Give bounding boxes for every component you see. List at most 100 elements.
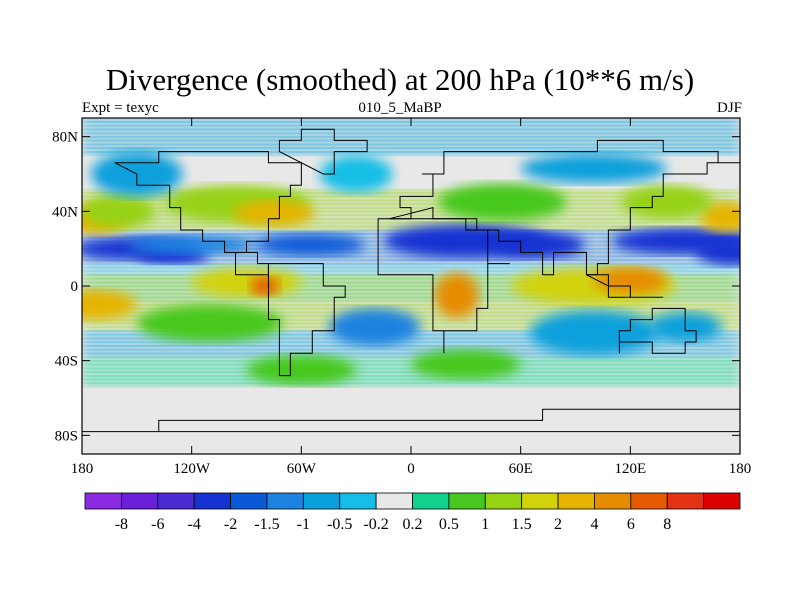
field-band — [82, 188, 740, 194]
field-anomaly — [699, 202, 740, 232]
field-band — [82, 155, 740, 160]
field-band — [82, 166, 740, 171]
colorbar-swatch — [157, 492, 195, 510]
x-tick-label: 180 — [71, 461, 94, 477]
colorbar-label: 8 — [663, 516, 671, 533]
field-anomaly — [319, 155, 393, 193]
field-anomaly — [82, 289, 137, 320]
field-blobs — [82, 151, 740, 453]
x-tick-label: 180 — [729, 461, 752, 477]
y-tick-label: 0 — [71, 279, 79, 295]
field-band — [82, 353, 740, 358]
field-anomaly — [493, 231, 585, 258]
colorbar-swatch — [594, 492, 632, 510]
field-anomaly — [255, 233, 366, 257]
field-anomaly — [520, 153, 667, 184]
y-tick-label: 40N — [52, 204, 78, 220]
colorbar-label: -1.5 — [254, 516, 279, 533]
colorbar-label: -0.2 — [363, 516, 388, 533]
field-band — [82, 267, 740, 272]
field-band — [82, 390, 740, 395]
colorbar-swatch — [557, 492, 595, 510]
center-label: 010_5_MaBP — [358, 100, 442, 116]
colorbar-swatch — [703, 492, 741, 510]
colorbar-swatch — [375, 492, 413, 510]
field-anomaly — [246, 355, 357, 385]
field-band — [82, 364, 740, 369]
right-label: DJF — [716, 100, 742, 116]
field-band — [82, 174, 740, 179]
field-band — [82, 252, 740, 257]
x-tick-label: 120E — [614, 461, 646, 477]
colorbar-label: 1.5 — [512, 516, 532, 533]
field-anomaly — [136, 304, 284, 343]
field-anomaly — [696, 239, 740, 266]
colorbar-label: 0.2 — [403, 516, 423, 533]
field-band — [82, 405, 740, 410]
field-band — [82, 226, 740, 231]
field-band — [82, 259, 740, 265]
field-band — [82, 271, 740, 276]
coastline — [618, 307, 697, 354]
colorbar-swatch — [266, 492, 304, 510]
y-tick-label: 40S — [55, 354, 78, 370]
field-band — [82, 342, 740, 347]
x-tick-label: 60E — [509, 461, 533, 477]
field-band — [82, 170, 740, 175]
field-band — [82, 181, 740, 186]
field-band — [82, 345, 740, 350]
colorbar-label: 6 — [627, 516, 635, 533]
field-band — [82, 159, 740, 164]
colorbar-label: -2 — [224, 516, 237, 533]
field-band — [82, 360, 740, 365]
field-band — [82, 297, 740, 302]
field-band — [82, 420, 740, 425]
coastline — [114, 151, 302, 276]
field-band — [82, 375, 740, 380]
field-band — [82, 312, 740, 317]
colorbar-swatch — [339, 492, 377, 510]
field-band — [82, 256, 740, 261]
coastline — [586, 274, 664, 298]
colorbar: -8 -6 -4 -2 -1.5 -1 -0.5 -0.2 0.2 0.5 1 1.5 2 4 6 8 — [84, 492, 741, 533]
x-ticks: 180 120W 60W 0 60E 120E 180 — [71, 118, 752, 477]
colorbar-label: -8 — [115, 516, 128, 533]
coastline — [278, 128, 368, 175]
field-anomaly — [328, 308, 421, 346]
field-anomaly — [621, 185, 713, 219]
field-band — [82, 136, 740, 141]
field-band — [82, 125, 740, 130]
field-band — [82, 144, 740, 149]
field-band — [82, 293, 740, 298]
x-tick-label: 60W — [287, 461, 317, 477]
field-band — [82, 185, 740, 190]
colorbar-swatch — [448, 492, 486, 510]
field-band — [82, 263, 740, 268]
field-band — [82, 192, 740, 197]
colorbar-swatch — [84, 492, 122, 510]
field-anomaly — [438, 183, 567, 221]
field-anomaly — [191, 267, 302, 298]
field-band — [82, 196, 740, 201]
colorbar-swatch — [484, 492, 523, 510]
colorbar-label: -0.5 — [327, 516, 352, 533]
field-band — [82, 386, 740, 392]
field-band — [82, 304, 740, 309]
field-band — [82, 379, 740, 384]
field-band — [82, 147, 740, 153]
colorbar-swatch — [630, 492, 668, 510]
field-band — [82, 300, 740, 306]
field-band — [82, 368, 740, 373]
field-band — [82, 177, 740, 182]
colorbar-swatch — [412, 492, 450, 510]
left-label: Expt = texyc — [82, 100, 159, 116]
colorbar-swatch — [193, 492, 231, 510]
colorbar-swatch — [666, 492, 705, 510]
y-ticks: 80N 40N 0 40S 80S — [52, 130, 740, 444]
colorbar-label: -4 — [188, 516, 201, 533]
field-band — [82, 129, 740, 134]
field-band — [82, 394, 740, 399]
x-tick-label: 0 — [407, 461, 415, 477]
field-band — [82, 289, 740, 294]
coastline — [388, 139, 740, 276]
